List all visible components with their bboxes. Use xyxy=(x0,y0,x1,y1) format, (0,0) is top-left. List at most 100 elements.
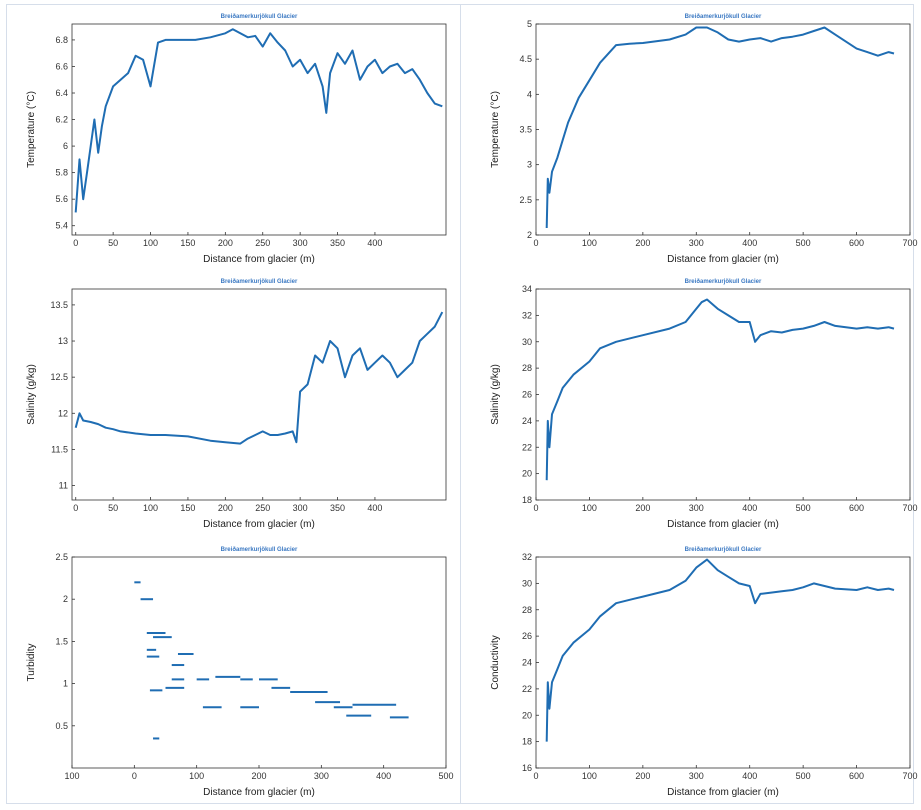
x-tick-label: 0 xyxy=(73,238,78,248)
y-axis-label: Salinity (g/kg) xyxy=(26,364,37,425)
x-tick-label: 400 xyxy=(367,238,382,248)
x-tick-label: 400 xyxy=(742,238,757,248)
x-tick-label: 300 xyxy=(293,503,308,513)
y-tick-label: 13.5 xyxy=(50,300,68,310)
x-tick-label: 200 xyxy=(251,771,266,781)
temperature-chart-left: Breiðamerkurjökull Glacier 0 50 100 150 200 25… xyxy=(22,10,452,265)
x-tick-label: 350 xyxy=(330,503,345,513)
chart-title: Breiðamerkurjökull Glacier xyxy=(221,278,298,285)
y-tick-label: 30 xyxy=(522,337,532,347)
x-tick-label: 300 xyxy=(314,771,329,781)
x-tick-label: 700 xyxy=(902,503,917,513)
y-tick-label: 13 xyxy=(58,336,68,346)
y-tick-label: 5 xyxy=(527,19,532,29)
x-tick-label: 700 xyxy=(902,238,917,248)
x-tick-label: 0 xyxy=(132,771,137,781)
data-series-line xyxy=(74,28,443,213)
conductivity-right-svg: Breiðamerkurjökull Glacier 0 100 200 300 400 5… xyxy=(490,546,918,798)
y-tick-label: 32 xyxy=(522,310,532,320)
temp-left-svg: Breiðamerkurjökull Glacier 0 50 100 150 200 25… xyxy=(26,13,447,265)
y-tick-label: 24 xyxy=(522,658,532,668)
x-tick-label: 200 xyxy=(218,503,233,513)
x-axis-label: Distance from glacier (m) xyxy=(203,787,315,798)
x-axis-label: Distance from glacier (m) xyxy=(203,519,315,530)
x-axis-label: Distance from glacier (m) xyxy=(667,254,779,265)
y-tick-label: 30 xyxy=(522,578,532,588)
x-tick-label: 100 xyxy=(189,771,204,781)
x-tick-label: 600 xyxy=(849,771,864,781)
x-tick-label: 250 xyxy=(255,238,270,248)
chart-title: Breiðamerkurjökull Glacier xyxy=(221,13,298,20)
turbidity-chart-left: Breiðamerkurjökull Glacier 100 0 100 200 300 4… xyxy=(22,543,454,798)
plot-area-frame xyxy=(535,288,911,501)
y-tick-label: 6.4 xyxy=(55,88,68,98)
y-tick-label: 0.5 xyxy=(55,721,68,731)
y-axis-label: Salinity (g/kg) xyxy=(490,364,501,425)
y-tick-label: 32 xyxy=(522,552,532,562)
data-series-line xyxy=(74,311,444,445)
y-tick-label: 2 xyxy=(527,230,532,240)
x-tick-label: 700 xyxy=(902,771,917,781)
x-tick-label: 200 xyxy=(635,238,650,248)
x-tick-label: 400 xyxy=(376,771,391,781)
y-tick-label: 28 xyxy=(522,605,532,615)
x-tick-label: 50 xyxy=(108,503,118,513)
y-tick-label: 6 xyxy=(63,141,68,151)
y-tick-label: 6.6 xyxy=(55,61,68,71)
x-tick-label: 400 xyxy=(742,503,757,513)
y-tick-label: 22 xyxy=(522,684,532,694)
y-tick-label: 18 xyxy=(522,737,532,747)
x-tick-label: 500 xyxy=(796,503,811,513)
x-axis-label: Distance from glacier (m) xyxy=(203,254,315,265)
y-tick-label: 34 xyxy=(522,284,532,294)
y-tick-label: 20 xyxy=(522,710,532,720)
chart-title: Breiðamerkurjökull Glacier xyxy=(685,13,762,20)
x-tick-label: 600 xyxy=(849,238,864,248)
y-tick-label: 26 xyxy=(522,631,532,641)
x-tick-label: 0 xyxy=(533,238,538,248)
y-tick-label: 5.4 xyxy=(55,221,68,231)
y-tick-label: 3.5 xyxy=(519,125,532,135)
x-tick-label: 500 xyxy=(438,771,453,781)
x-tick-label: 200 xyxy=(635,771,650,781)
y-tick-label: 1.5 xyxy=(55,636,68,646)
chart-title: Breiðamerkurjökull Glacier xyxy=(685,278,762,285)
x-axis-label: Distance from glacier (m) xyxy=(667,519,779,530)
x-tick-label: 0 xyxy=(73,503,78,513)
x-tick-label: 500 xyxy=(796,771,811,781)
x-tick-label: 300 xyxy=(689,771,704,781)
x-tick-label: 200 xyxy=(218,238,233,248)
y-tick-label: 28 xyxy=(522,363,532,373)
y-tick-label: 5.6 xyxy=(55,194,68,204)
data-series-line xyxy=(545,298,895,481)
x-tick-label: 250 xyxy=(255,503,270,513)
y-tick-label: 20 xyxy=(522,469,532,479)
y-axis-label: Temperature (°C) xyxy=(26,91,37,168)
x-tick-label: 0 xyxy=(533,771,538,781)
y-tick-label: 5.8 xyxy=(55,168,68,178)
plot-area-frame xyxy=(535,556,911,769)
y-tick-label: 2 xyxy=(63,594,68,604)
y-tick-label: 22 xyxy=(522,442,532,452)
plot-area-frame xyxy=(71,23,447,236)
plot-area-frame xyxy=(535,23,911,236)
y-tick-label: 1 xyxy=(63,679,68,689)
x-tick-label: 100 xyxy=(582,503,597,513)
y-tick-label: 12.5 xyxy=(50,372,68,382)
x-tick-label: 200 xyxy=(635,503,650,513)
x-tick-label: 300 xyxy=(689,238,704,248)
plot-area-frame xyxy=(71,556,447,769)
chart-title: Breiðamerkurjökull Glacier xyxy=(685,546,762,553)
y-tick-label: 11.5 xyxy=(51,444,68,454)
salinity-right-svg: Breiðamerkurjökull Glacier 0 100 200 300 400 5… xyxy=(490,278,918,530)
x-tick-label: 400 xyxy=(367,503,382,513)
x-tick-label: 150 xyxy=(180,238,195,248)
y-tick-label: 2.5 xyxy=(55,552,68,562)
y-tick-label: 11 xyxy=(59,481,68,491)
chart-title: Breiðamerkurjökull Glacier xyxy=(221,546,298,553)
x-tick-label: 350 xyxy=(330,238,345,248)
x-tick-label: 150 xyxy=(180,503,195,513)
panel-divider xyxy=(460,4,461,804)
temp-right-svg: Breiðamerkurjökull Glacier 0 100 200 300 400 5… xyxy=(490,13,918,265)
temperature-chart-right: Breiðamerkurjökull Glacier 0 100 200 300 400 5… xyxy=(486,10,918,265)
